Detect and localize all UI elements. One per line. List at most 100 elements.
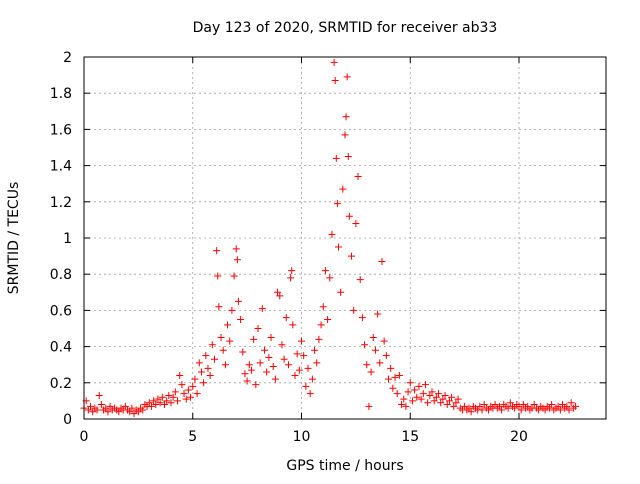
data-point (387, 364, 395, 372)
data-point (282, 314, 290, 322)
data-point (435, 390, 443, 398)
data-point (365, 402, 373, 410)
data-point (443, 401, 451, 409)
grid (84, 57, 606, 419)
data-point (302, 382, 310, 390)
data-point (382, 352, 390, 360)
data-point (419, 390, 427, 398)
data-point (226, 337, 234, 345)
data-point (361, 341, 369, 349)
data-point (467, 408, 475, 416)
data-point (311, 346, 319, 354)
data-point (261, 346, 269, 354)
data-point (145, 399, 153, 407)
data-point (288, 267, 296, 275)
data-point (219, 346, 227, 354)
data-point (300, 352, 308, 360)
data-point (454, 395, 462, 403)
data-point (221, 361, 229, 369)
data-point (530, 401, 538, 409)
data-point (150, 397, 158, 405)
data-point (515, 402, 523, 410)
data-point (352, 220, 360, 228)
data-point (202, 352, 210, 360)
data-point (408, 397, 416, 405)
data-point (256, 359, 264, 367)
data-point (363, 361, 371, 369)
data-point (267, 334, 275, 342)
data-point (348, 252, 356, 260)
data-point (206, 372, 214, 380)
data-point (102, 404, 110, 412)
data-point (345, 212, 353, 220)
data-point (334, 243, 342, 251)
data-point (424, 399, 432, 407)
data-point (378, 258, 386, 266)
chart-title: Day 123 of 2020, SRMTID for receiver ab3… (193, 20, 498, 36)
data-point (380, 337, 388, 345)
data-point (426, 391, 434, 399)
data-point (317, 321, 325, 329)
data-point (211, 355, 218, 363)
data-point (104, 408, 112, 416)
data-point (126, 408, 134, 416)
data-point (565, 406, 573, 414)
data-point (204, 364, 212, 372)
data-point (430, 397, 438, 405)
data-point (139, 406, 147, 414)
data-point (298, 337, 305, 345)
data-point (87, 402, 95, 410)
data-point (182, 395, 190, 403)
data-point (295, 366, 303, 374)
data-point (358, 314, 366, 322)
data-point (393, 390, 401, 398)
data-point (498, 406, 506, 414)
data-point (319, 303, 327, 311)
data-point (417, 395, 425, 403)
data-point (556, 406, 564, 414)
data-point (95, 391, 103, 399)
data-point (511, 404, 519, 412)
data-point (306, 390, 314, 398)
data-point (343, 73, 351, 81)
data-point (495, 402, 503, 410)
data-point (200, 379, 208, 387)
y-tick-label: 1 (63, 231, 72, 247)
data-point (450, 402, 458, 410)
x-tick-label: 20 (510, 429, 528, 445)
data-point (152, 401, 160, 409)
data-point (554, 402, 562, 410)
data-point (191, 375, 199, 383)
data-point (134, 408, 142, 416)
data-point (254, 325, 262, 332)
ticks: 00.20.40.60.811.21.41.61.820 5 10 15 20 (50, 50, 606, 445)
data-point (293, 350, 301, 358)
x-tick-label: 0 (80, 429, 89, 445)
data-point (115, 408, 123, 416)
data-point (308, 375, 316, 383)
data-point (333, 200, 341, 208)
data-point (187, 393, 195, 401)
data-point (230, 272, 238, 280)
data-point (476, 402, 484, 410)
data-point (404, 388, 412, 396)
data-point (535, 406, 543, 414)
data-point (341, 131, 349, 139)
data-point (337, 288, 345, 296)
data-point (304, 364, 312, 372)
data-point (400, 395, 408, 403)
data-point (154, 395, 162, 403)
data-point (391, 373, 399, 381)
data-point (287, 274, 295, 282)
data-point (428, 388, 436, 396)
data-point (344, 153, 352, 161)
y-tick-label: 1.2 (50, 195, 72, 211)
data-point (167, 399, 175, 407)
data-point (411, 386, 419, 394)
data-point (369, 334, 377, 342)
data-point (239, 348, 247, 356)
data-point (263, 368, 271, 376)
x-axis-label: GPS time / hours (286, 458, 403, 474)
data-point (441, 391, 449, 399)
